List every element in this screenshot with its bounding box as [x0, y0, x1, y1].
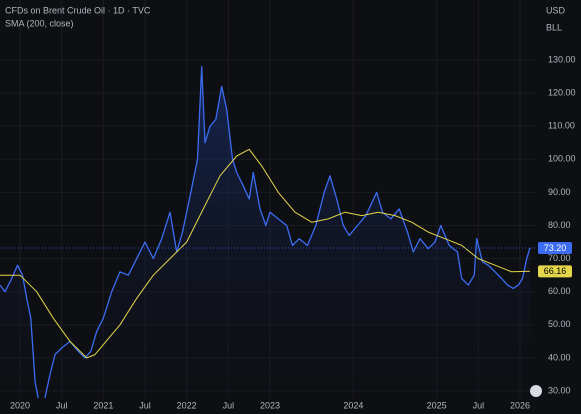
y-tick-label: 100.00 [548, 154, 576, 164]
y-tick-label: 40.00 [548, 352, 571, 362]
x-tick-label: 2021 [93, 400, 113, 410]
x-tick-label: Jul [223, 400, 235, 410]
x-tick-label: 2020 [10, 400, 30, 410]
x-tick-label: 2022 [177, 400, 197, 410]
x-tick-label: Jul [473, 400, 485, 410]
price-label-box [538, 242, 572, 255]
area [0, 66, 530, 398]
unit: BLL [546, 22, 562, 32]
y-tick-label: 120.00 [548, 87, 576, 97]
y-tick-label: 50.00 [548, 319, 571, 329]
x-tick-label: 2025 [427, 400, 447, 410]
chart-subtitle: SMA (200, close) [5, 18, 74, 28]
price-label: 73.20 [544, 243, 567, 253]
x-tick-label: Jul [139, 400, 151, 410]
line [0, 148, 531, 359]
x-tick-label: 2023 [260, 400, 280, 410]
x-tick-label: Jul [56, 400, 68, 410]
flag-icon [530, 385, 542, 397]
chart-title: CFDs on Brent Crude Oil · 1D · TVC [5, 5, 151, 15]
line [0, 65, 531, 398]
y-tick-label: 110.00 [548, 121, 575, 131]
price-label: 66.16 [544, 266, 567, 276]
y-tick-label: 30.00 [548, 385, 571, 395]
x-tick-label: 2024 [343, 400, 363, 410]
price-label-box [538, 265, 572, 278]
y-tick-label: 80.00 [548, 220, 571, 230]
y-tick-label: 70.00 [548, 253, 571, 263]
y-tick-label: 60.00 [548, 286, 571, 296]
currency: USD [546, 5, 566, 15]
x-tick-label: 2026 [510, 400, 530, 410]
y-tick-label: 90.00 [548, 187, 571, 197]
y-tick-label: 130.00 [548, 54, 576, 64]
